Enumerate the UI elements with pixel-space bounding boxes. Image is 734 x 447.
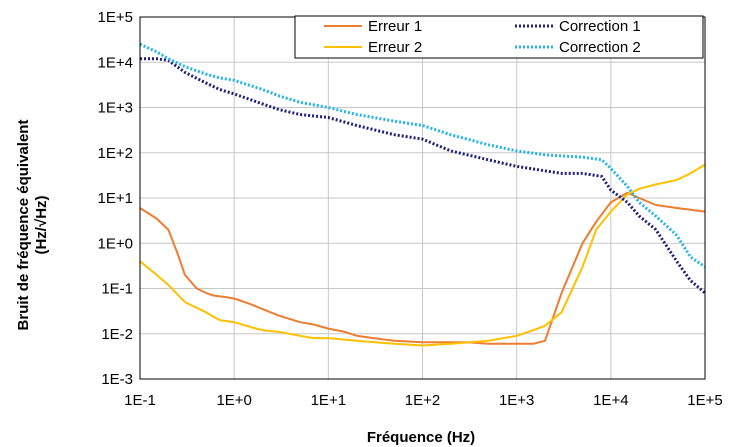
x-tick-label: 1E+1 (311, 392, 346, 409)
series-line-erreur-1 (139, 191, 706, 345)
x-tick-label: 1E-1 (124, 392, 156, 409)
y-tick-label: 1E-1 (101, 281, 133, 298)
y-tick-label: 1E+0 (98, 235, 133, 252)
y-axis-title-line-1: Bruit de fréquence équivalent (15, 120, 32, 331)
x-tick-label: 1E+3 (499, 392, 534, 409)
series-line-correction-2 (139, 42, 706, 269)
tick-labels: 1E-1 1E+0 1E+1 1E+2 1E+3 1E+4 1E+5 1E+5 1E+4 1E+3… (98, 9, 723, 409)
y-axis-title-line-2: (Hz/√Hz) (33, 195, 50, 254)
x-tick-label: 1E+0 (216, 392, 251, 409)
y-tick-label: 1E+5 (98, 9, 133, 26)
y-tick-label: 1E-3 (101, 371, 133, 388)
x-tick-label: 1E+5 (687, 392, 722, 409)
series-layer (139, 42, 706, 347)
y-tick-label: 1E+4 (98, 54, 133, 71)
series-line-erreur-2 (139, 163, 706, 347)
y-axis-title: Bruit de fréquence équivalent (Hz/√Hz) (15, 120, 50, 331)
series-line-correction-1 (140, 57, 706, 295)
y-tick-label: 1E+2 (98, 145, 133, 162)
x-tick-label: 1E+2 (405, 392, 440, 409)
legend-label: Correction 2 (559, 39, 641, 56)
legend: Erreur 1 Erreur 2 Correction 1 Correction 2 (294, 15, 704, 59)
legend-label: Erreur 1 (368, 18, 422, 35)
x-axis-title: Fréquence (Hz) (367, 429, 475, 446)
y-tick-label: 1E+1 (98, 190, 133, 207)
legend-box (294, 15, 704, 59)
legend-label: Correction 1 (559, 18, 641, 35)
y-tick-label: 1E-2 (101, 326, 133, 343)
grid (139, 16, 706, 380)
legend-label: Erreur 2 (368, 39, 422, 56)
x-tick-label: 1E+4 (593, 392, 628, 409)
y-tick-label: 1E+3 (98, 100, 133, 117)
